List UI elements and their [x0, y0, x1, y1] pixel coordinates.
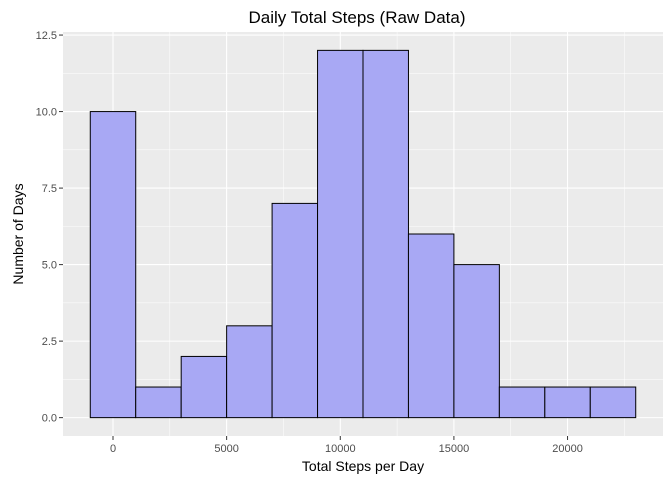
histogram-bar — [226, 325, 273, 419]
x-tick-label: 0 — [110, 443, 116, 455]
y-tick-label: 2.5 — [42, 336, 57, 348]
histogram-bar — [89, 111, 137, 419]
x-tick-label: 5000 — [214, 443, 238, 455]
y-tick-label: 5.0 — [42, 260, 57, 272]
chart-title: Daily Total Steps (Raw Data) — [249, 8, 466, 27]
histogram-bar — [362, 49, 409, 419]
y-axis-title: Number of Days — [10, 183, 26, 284]
y-tick-label: 12.5 — [36, 30, 57, 42]
y-tick-label: 0.0 — [42, 413, 57, 425]
x-tick-label: 15000 — [439, 443, 470, 455]
y-axis: 0.0 2.5 5.0 7.5 10.0 12.5 — [36, 30, 63, 425]
histogram-bar — [544, 386, 591, 419]
histogram-bar — [407, 233, 455, 419]
histogram-bar — [498, 386, 546, 419]
x-tick-label: 10000 — [325, 443, 356, 455]
x-tick-label: 20000 — [552, 443, 583, 455]
y-tick-label: 10.0 — [36, 107, 57, 119]
histogram-bar — [589, 386, 637, 419]
y-tick-label: 7.5 — [42, 183, 57, 195]
histogram-bar — [453, 264, 500, 419]
histogram-bars — [89, 49, 637, 419]
histogram-bar — [271, 202, 319, 419]
x-axis-title: Total Steps per Day — [302, 458, 424, 474]
histogram-bar — [180, 355, 228, 419]
x-axis: 0 5000 10000 15000 20000 — [110, 436, 583, 455]
histogram-bar — [317, 49, 364, 419]
histogram-bar — [135, 386, 182, 419]
